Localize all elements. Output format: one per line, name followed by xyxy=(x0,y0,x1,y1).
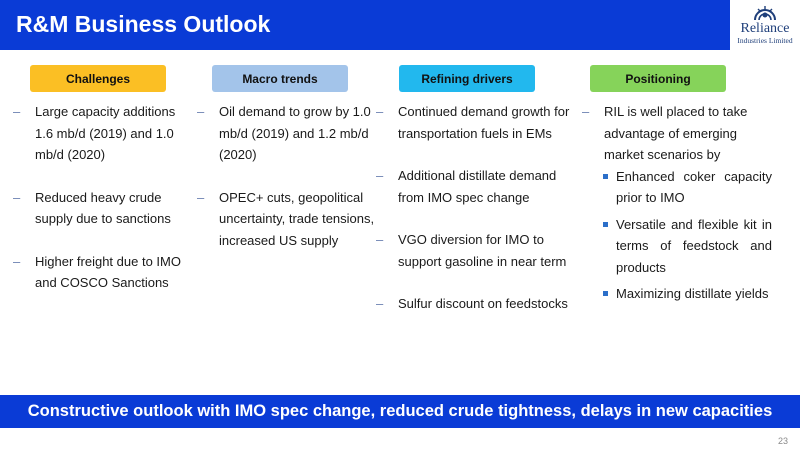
positioning-bullet: Versatile and flexible kit in terms of f… xyxy=(601,214,772,279)
list-item: – Oil demand to grow by 1.0 mb/d (2019) a… xyxy=(197,104,371,162)
page-title: R&M Business Outlook xyxy=(16,11,271,37)
refining-drivers-column: – Continued demand growth for transportat… xyxy=(376,101,582,315)
page-number: 23 xyxy=(777,436,788,446)
category-label: Challenges xyxy=(65,71,131,86)
list-item: – Higher freight due to IMO and COSCO San… xyxy=(13,253,181,291)
conclusion-text: Constructive outlook with IMO spec chang… xyxy=(27,402,773,420)
macro-trends-column: – Oil demand to grow by 1.0 mb/d (2019) a… xyxy=(197,101,375,251)
reliance-logo-icon xyxy=(754,6,776,21)
logo-wordmark: Reliance xyxy=(740,21,790,36)
category-macro-trends: Macro trends xyxy=(212,65,348,92)
positioning-bullet: Maximizing distillate yields xyxy=(601,283,772,305)
category-label: Macro trends xyxy=(242,71,318,86)
category-label: Positioning xyxy=(625,71,691,86)
list-item: – OPEC+ cuts, geopolitical uncertainty, t… xyxy=(197,189,375,248)
category-challenges: Challenges xyxy=(30,65,166,92)
category-positioning: Positioning xyxy=(590,65,726,92)
square-bullet-icon xyxy=(603,173,608,179)
conclusion-banner: Constructive outlook with IMO spec chang… xyxy=(0,395,800,428)
positioning-bullet: Enhanced coker capacity prior to IMO xyxy=(601,166,772,209)
list-item: – VGO diversion for IMO to support gasoli… xyxy=(376,232,567,269)
logo-subtitle: Industries Limited xyxy=(737,36,793,45)
header-bar: R&M Business Outlook xyxy=(0,0,730,50)
square-bullet-icon xyxy=(603,291,608,296)
list-item: – Continued demand growth for transportat… xyxy=(376,104,570,141)
list-item: – Reduced heavy crude supply due to sanct… xyxy=(13,189,171,227)
category-refining-drivers: Refining drivers xyxy=(399,65,535,92)
list-item: – Additional distillate demand from IMO s… xyxy=(376,168,557,205)
list-item: – Sulfur discount on feedstocks xyxy=(376,296,568,311)
reliance-logo: Reliance Industries Limited xyxy=(730,0,800,54)
list-item: – Large capacity additions 1.6 mb/d (2019… xyxy=(13,104,176,162)
challenges-column: – Large capacity additions 1.6 mb/d (2019… xyxy=(13,101,191,294)
positioning-lead: – RIL is well placed to take advantage of… xyxy=(582,104,748,162)
square-bullet-icon xyxy=(603,221,608,227)
positioning-column: – RIL is well placed to take advantage of… xyxy=(582,101,772,305)
category-label: Refining drivers xyxy=(421,71,513,86)
